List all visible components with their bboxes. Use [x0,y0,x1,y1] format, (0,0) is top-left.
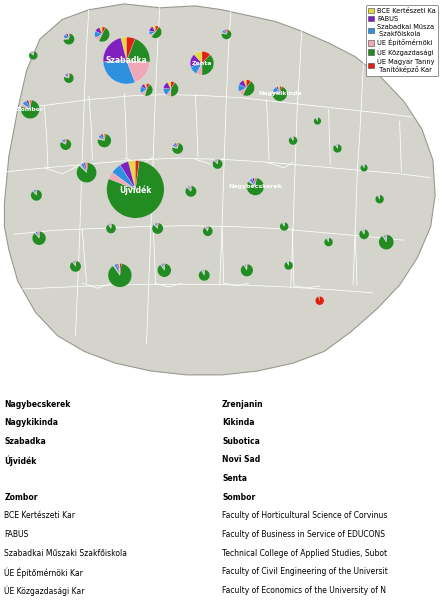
Text: Zombor: Zombor [16,107,44,112]
Legend: BCE Kertészeti Ka, FABUS, Szabadkai Müsza
 Szakföiskola, ÚE Építőmérnöki, ÚE Köz: BCE Kertészeti Ka, FABUS, Szabadkai Müsz… [366,6,438,76]
Text: Faculty of Civil Engineering of the Universit: Faculty of Civil Engineering of the Univ… [222,567,388,576]
Text: Faculty of Horticultural Science of Corvinus: Faculty of Horticultural Science of Corv… [222,511,387,520]
Text: Szabadka: Szabadka [106,56,147,65]
Text: Technical College of Applied Studies, Subot: Technical College of Applied Studies, Su… [222,549,387,558]
Polygon shape [4,4,435,375]
Text: FABUS: FABUS [4,530,29,539]
Text: Zombor: Zombor [4,493,38,502]
Text: BCE Kertészeti Kar: BCE Kertészeti Kar [4,511,75,520]
Text: Zrenjanin: Zrenjanin [222,400,264,408]
Text: Szabadkai Műszaki Szakfőiskola: Szabadkai Műszaki Szakfőiskola [4,549,127,558]
Text: Subotica: Subotica [222,437,260,446]
Text: Nagykikinda: Nagykikinda [4,418,59,427]
Text: Kikinda: Kikinda [222,418,254,427]
Text: Zenta: Zenta [192,61,212,66]
Text: Nagykikinda: Nagykikinda [258,91,301,96]
Text: Senta: Senta [222,474,247,483]
Text: ÚE Közgazdasági Kar: ÚE Közgazdasági Kar [4,586,85,597]
Text: Nagybecskerek: Nagybecskerek [4,400,71,408]
Text: Sombor: Sombor [222,493,255,502]
Text: Szabadka: Szabadka [4,437,46,446]
Text: Újvidék: Újvidék [4,455,37,466]
Text: Faculty of Business in Service of EDUCONS: Faculty of Business in Service of EDUCON… [222,530,385,539]
Text: Novi Sad: Novi Sad [222,455,260,464]
Text: Faculty of Economics of the University of N: Faculty of Economics of the University o… [222,586,386,595]
Text: Nagybecskerek: Nagybecskerek [228,184,282,189]
Text: ÚE Építőmérnöki Kar: ÚE Építőmérnöki Kar [4,567,83,577]
Text: Újvidék: Újvidék [119,184,151,195]
